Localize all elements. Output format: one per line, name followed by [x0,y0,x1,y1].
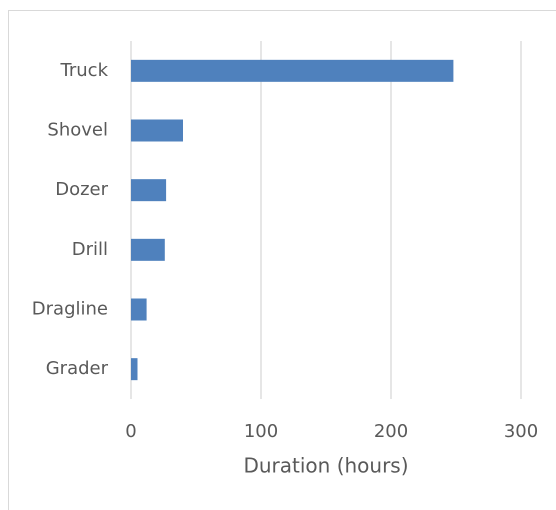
y-tick-label: Grader [46,358,109,379]
bar [131,179,167,202]
bar [131,238,165,261]
y-tick-label: Dozer [55,179,108,200]
y-tick-label: Shovel [47,120,108,141]
x-tick-label: 300 [504,421,538,442]
x-tick-label: 100 [244,421,278,442]
bar [131,59,454,82]
bar [131,119,183,142]
bar [131,358,138,381]
chart-border [8,10,556,510]
x-axis-label: Duration (hours) [243,454,408,478]
x-tick-label: 0 [125,421,136,442]
x-tick-label: 200 [374,421,408,442]
y-tick-label: Truck [60,60,109,81]
y-tick-label: Dragline [32,299,108,320]
bar [131,298,147,321]
y-tick-label: Drill [72,239,108,260]
